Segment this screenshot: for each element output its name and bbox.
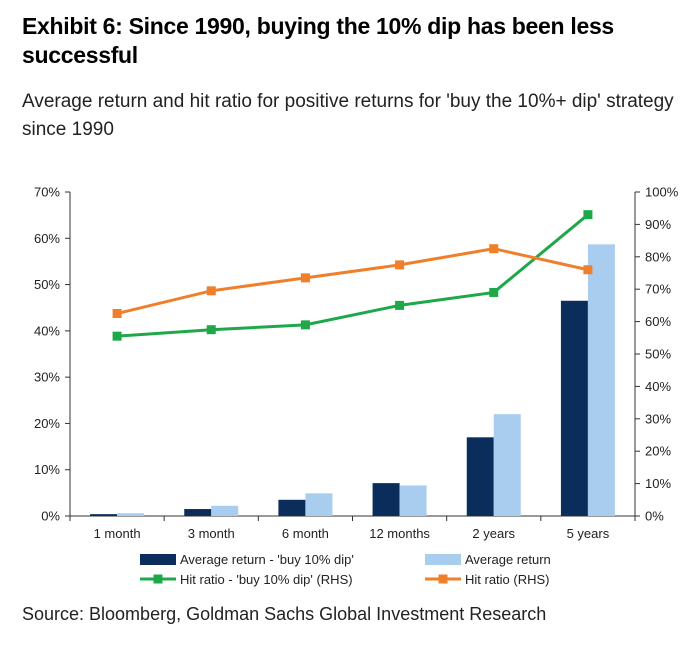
line-marker [206,325,216,335]
x-tick-label: 3 month [188,526,235,541]
bar [587,244,615,516]
legend-swatch [425,554,461,565]
line-marker [395,300,405,310]
bar [184,509,212,516]
right-tick-label: 100% [645,185,679,200]
right-tick-label: 10% [645,476,671,491]
line-marker [300,320,310,330]
bar [560,300,588,516]
x-tick-label: 2 years [472,526,515,541]
line-marker [112,309,122,318]
left-tick-label: 0% [41,509,60,524]
series-line [116,213,589,338]
bars [90,244,615,516]
line-marker [583,210,593,220]
x-tick-label: 1 month [94,526,141,541]
chart: 0% 10% 20% 30% 40% 50% 60% 70% 0% 10% 20% 30% 40% 50… [34,185,679,588]
x-tick-label: 6 month [282,526,329,541]
series-line [116,247,589,315]
right-tick-label: 50% [645,347,671,362]
line-marker [489,244,499,254]
line-marker [206,286,216,296]
line-marker [583,265,593,275]
left-tick-label: 60% [34,231,60,246]
right-tick-label: 90% [645,217,671,232]
left-tick-label: 20% [34,416,60,431]
lines [112,210,593,341]
left-tick-label: 10% [34,462,60,477]
left-tick-label: 50% [34,277,60,292]
bar [399,485,427,516]
legend: Average return - 'buy 10% dip' Average re… [140,552,551,587]
bar [278,499,306,516]
bar [90,514,118,516]
left-tick-label: 30% [34,370,60,385]
right-tick-label: 80% [645,249,671,264]
right-tick-label: 60% [645,314,671,329]
right-tick-label: 30% [645,411,671,426]
legend-swatch-marker [438,574,448,584]
bar [372,483,400,516]
right-tick-label: 20% [645,444,671,459]
right-axis: 0% 10% 20% 30% 40% 50% 60% 70% 80% 90% 100% [634,185,679,524]
source-note: Source: Bloomberg, Goldman Sachs Global … [22,604,547,624]
bar [117,513,145,516]
line-marker [489,287,499,297]
chart-title: Exhibit 6: Since 1990, buying the 10% di… [22,13,614,68]
x-axis: 1 month 3 month 6 month 12 months 2 years 5 y… [69,515,636,541]
left-axis: 0% 10% 20% 30% 40% 50% 60% 70% [34,185,71,524]
x-tick-label: 5 years [567,526,610,541]
left-tick-label: 40% [34,323,60,338]
legend-swatch-marker [153,574,163,584]
chart-subtitle: Average return and hit ratio for positiv… [22,91,674,140]
legend-label: Hit ratio - 'buy 10% dip' (RHS) [180,572,353,587]
legend-swatch [140,554,176,565]
legend-label: Average return [465,552,551,567]
line-marker [300,273,310,283]
bar [493,414,521,516]
bar [466,437,494,516]
right-tick-label: 70% [645,282,671,297]
right-tick-label: 0% [645,509,664,524]
left-tick-label: 70% [34,185,60,200]
line-marker [112,331,122,341]
right-tick-label: 40% [645,379,671,394]
bar [211,505,239,516]
legend-label: Hit ratio (RHS) [465,572,550,587]
line-marker [395,260,405,270]
x-tick-label: 12 months [369,526,430,541]
bar [305,493,333,516]
legend-label: Average return - 'buy 10% dip' [180,552,354,567]
